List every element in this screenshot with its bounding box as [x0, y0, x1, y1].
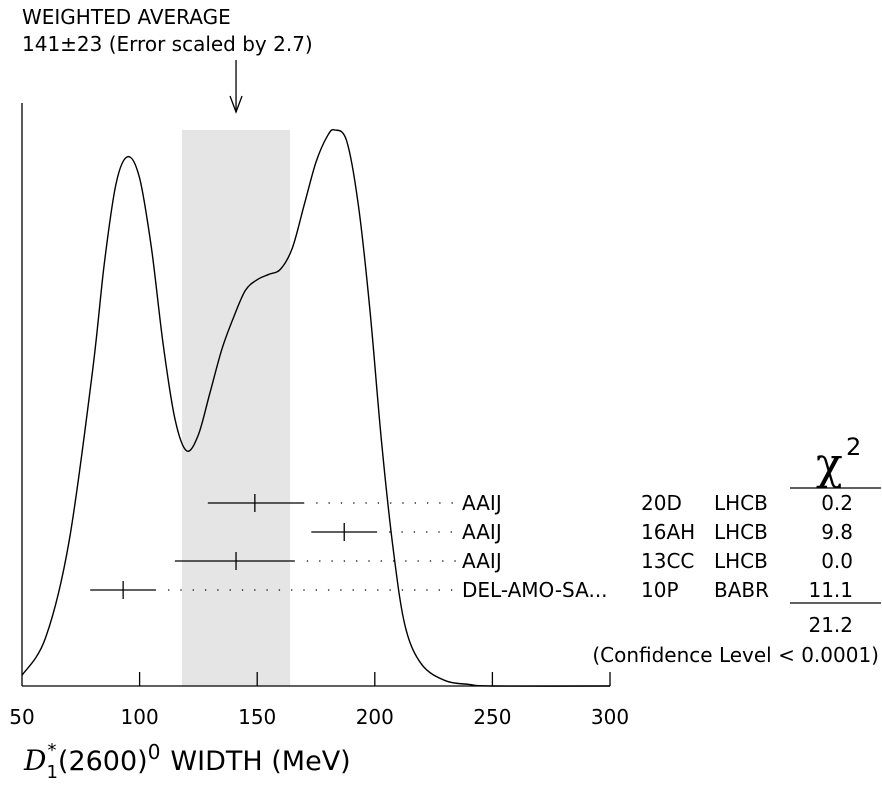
chi2-exponent: 2: [846, 433, 861, 461]
measurement-row: AAIJ 16AH LHCB 9.8: [311, 520, 853, 544]
x-tick-label: 250: [473, 705, 511, 729]
weighted-average-band: [181, 130, 291, 686]
measurement-row: AAIJ 13CC LHCB 0.0: [174, 549, 853, 573]
x-axis-title-subscript: 1: [46, 762, 57, 783]
measurement-chi2: 9.8: [821, 520, 853, 544]
measurements: AAIJ 20D LHCB 0.2 AAIJ 16AH LHCB 9.8 AAIJ 13CC LHC…: [90, 491, 853, 602]
measurement-experiment: LHCB: [714, 520, 768, 544]
x-tick-label: 300: [591, 705, 629, 729]
measurement-chi2: 0.0: [821, 549, 853, 573]
measurement-author: AAIJ: [462, 549, 502, 573]
x-tick-label: 50: [9, 705, 34, 729]
chart-title-line2: 141±23 (Error scaled by 2.7): [22, 32, 313, 56]
measurement-experiment: LHCB: [714, 549, 768, 573]
x-axis-title-star: *: [47, 740, 56, 761]
chi2-symbol: χ: [816, 439, 843, 490]
measurement-experiment: LHCB: [714, 491, 768, 515]
measurement-chi2: 0.2: [821, 491, 853, 515]
measurement-author: AAIJ: [462, 491, 502, 515]
measurement-chi2: 11.1: [808, 578, 853, 602]
chart-title-line1: WEIGHTED AVERAGE: [22, 5, 231, 29]
x-axis-title-text: WIDTH (MeV): [170, 746, 350, 777]
measurement-row: AAIJ 20D LHCB 0.2: [207, 491, 853, 515]
x-ticks: [138, 672, 611, 686]
x-tick-label: 100: [121, 705, 159, 729]
measurement-author: DEL-AMO-SA...: [462, 578, 608, 602]
measurement-reference: 20D: [641, 491, 682, 515]
x-axis-title-charge: 0: [148, 740, 161, 764]
measurement-author: AAIJ: [462, 520, 502, 544]
measurement-row: DEL-AMO-SA... 10P BABR 11.1: [90, 578, 853, 602]
ideogram-curve: [21, 129, 611, 687]
measurement-reference: 10P: [641, 578, 679, 602]
measurement-experiment: BABR: [714, 578, 769, 602]
x-axis-title: D* 1(2600)0 WIDTH (MeV): [23, 740, 351, 783]
chi2-total: 21.2: [808, 613, 853, 637]
x-axis-title-state: (2600): [58, 746, 148, 777]
average-arrow: [229, 60, 243, 114]
x-tick-label: 200: [356, 705, 394, 729]
measurement-reference: 13CC: [641, 549, 694, 573]
x-tick-label: 150: [238, 705, 276, 729]
x-axis-title-symbol: D: [23, 744, 46, 777]
x-tick-labels: 50 100 150 200 250 300: [9, 705, 629, 729]
confidence-level: (Confidence Level < 0.0001): [592, 643, 879, 667]
measurement-reference: 16AH: [641, 520, 695, 544]
